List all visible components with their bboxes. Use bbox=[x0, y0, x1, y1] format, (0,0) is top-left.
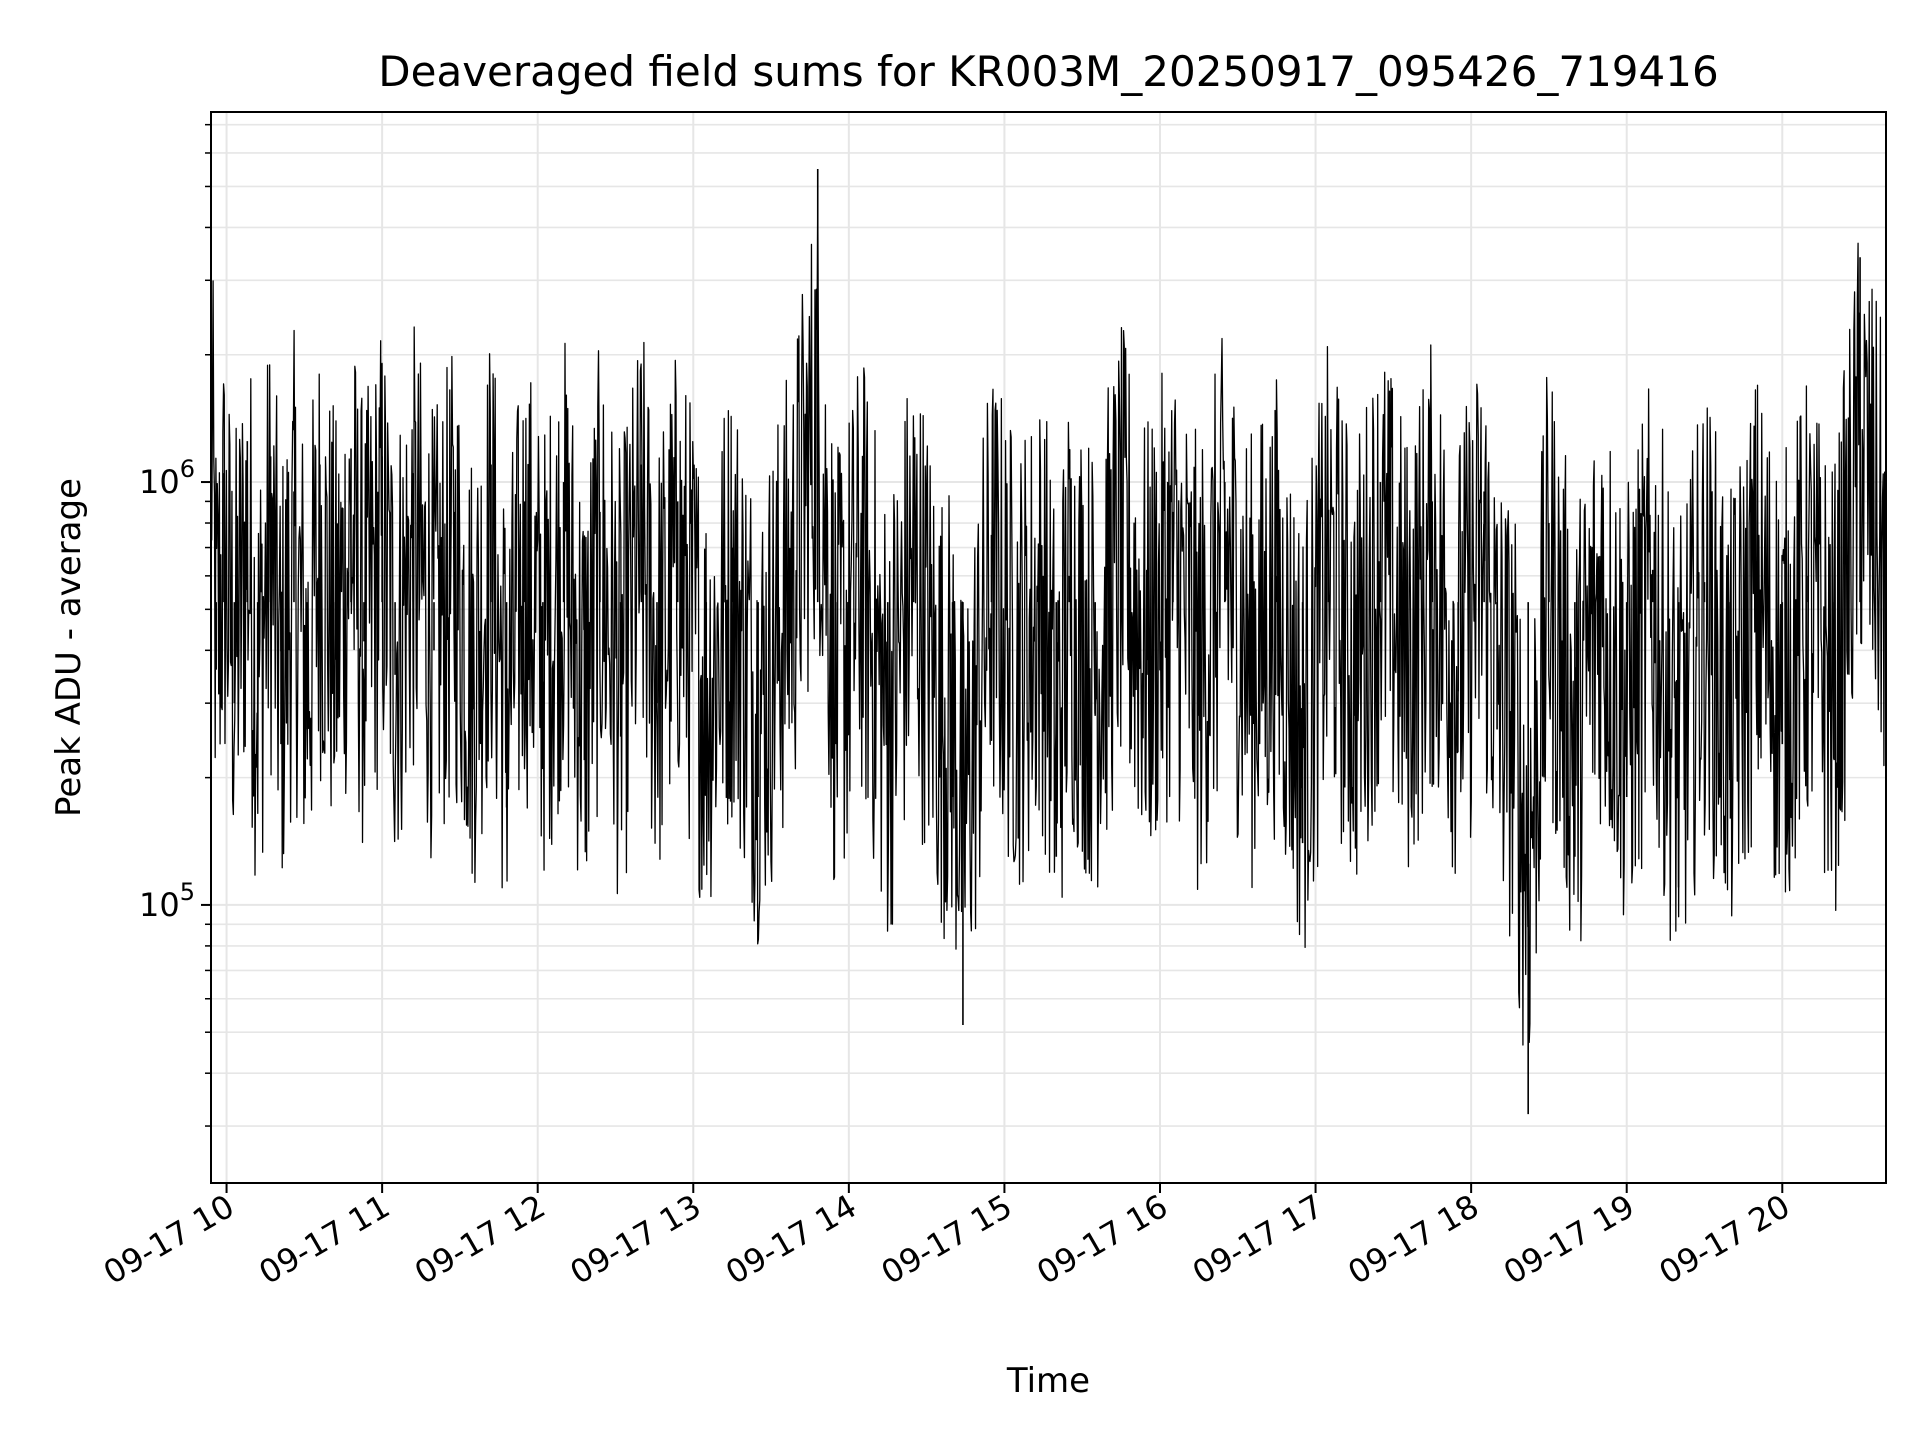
x-axis-title: Time bbox=[1006, 1361, 1090, 1401]
chart-title: Deaveraged field sums for KR003M_2025091… bbox=[378, 47, 1718, 96]
plot-frame bbox=[210, 111, 1887, 1184]
y-axis-title: Peak ADU - average bbox=[49, 478, 89, 817]
y-tick-label: 106 bbox=[139, 455, 195, 501]
y-tick-label: 105 bbox=[139, 878, 195, 924]
series-line bbox=[210, 204, 1887, 1046]
